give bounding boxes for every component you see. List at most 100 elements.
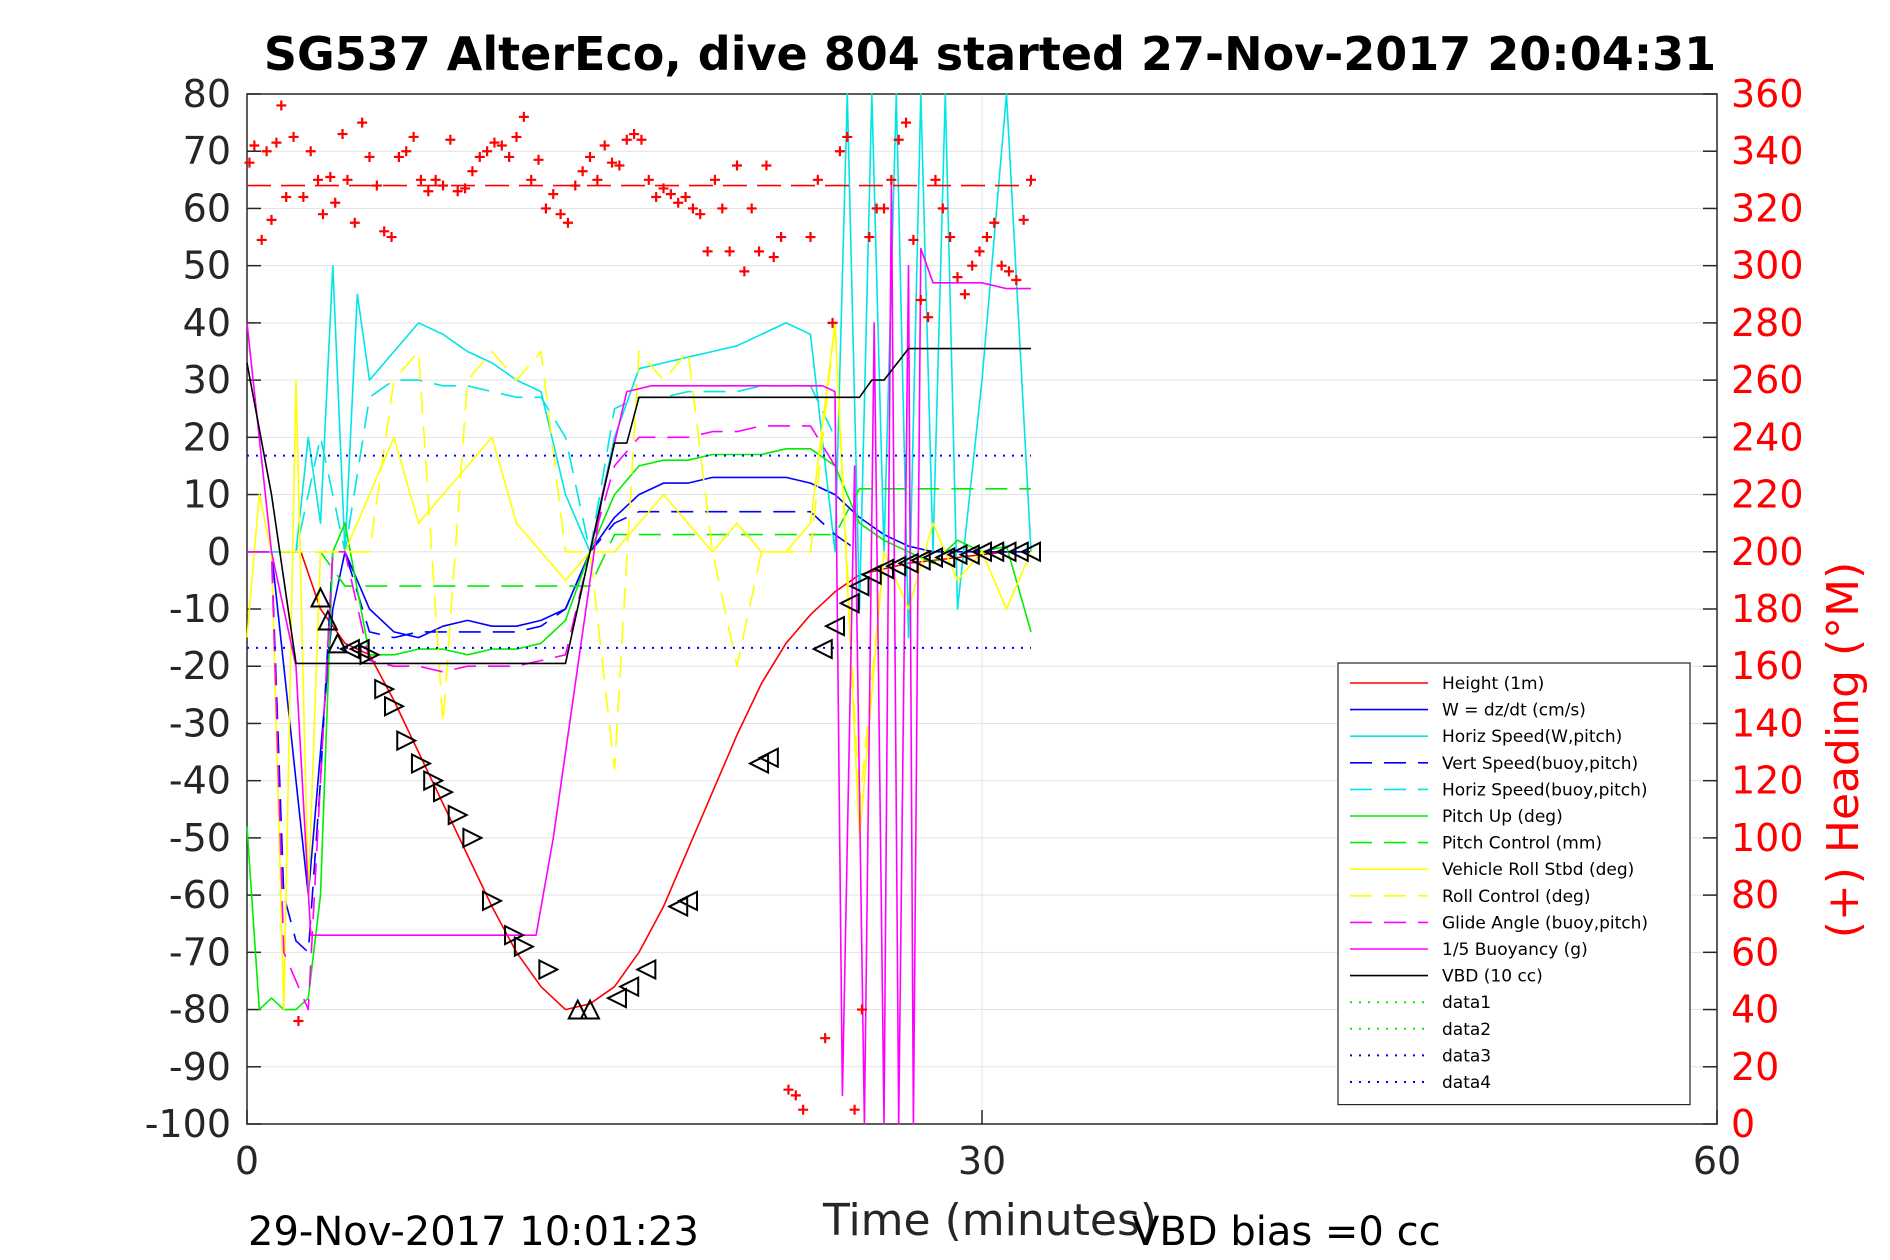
heading-point bbox=[695, 209, 706, 220]
right-tick-label: 320 bbox=[1731, 186, 1804, 230]
vehicle-marker bbox=[860, 564, 882, 586]
heading-point bbox=[996, 260, 1007, 271]
heading-point bbox=[379, 226, 390, 237]
heading-point bbox=[1003, 266, 1014, 277]
heading-point bbox=[923, 312, 934, 323]
legend-label: data1 bbox=[1442, 993, 1491, 1013]
left-tick-label: -70 bbox=[169, 930, 231, 974]
heading-point bbox=[467, 166, 478, 177]
legend: Height (1m) W = dz/dt (cm/s) Horiz Speed(W… bbox=[1337, 662, 1691, 1106]
series-line-horiz-speed-w-pitch bbox=[247, 93, 1032, 639]
heading-point bbox=[709, 174, 720, 185]
vehicle-marker bbox=[983, 541, 1005, 563]
vehicle-marker bbox=[811, 638, 833, 660]
right-tick-label: 360 bbox=[1731, 72, 1804, 116]
vehicle-marker bbox=[317, 609, 339, 631]
legend-label: data4 bbox=[1442, 1073, 1491, 1093]
heading-point bbox=[570, 180, 581, 191]
heading-point bbox=[886, 174, 897, 185]
heading-point bbox=[256, 234, 267, 245]
left-tick-label: -30 bbox=[169, 701, 231, 745]
series-line-1-5-buoyancy-g bbox=[246, 179, 1031, 1125]
left-tick-label: 40 bbox=[183, 301, 231, 345]
heading-point bbox=[879, 203, 889, 214]
series-line-height-1m bbox=[247, 550, 1031, 1011]
heading-point bbox=[298, 192, 309, 202]
heading-point bbox=[893, 134, 904, 145]
right-tick-label: 140 bbox=[1731, 701, 1804, 745]
heading-point bbox=[864, 232, 875, 243]
left-tick-label: -100 bbox=[145, 1102, 231, 1146]
heading-point bbox=[599, 140, 610, 151]
heading-point bbox=[504, 151, 515, 162]
right-tick-label: 80 bbox=[1731, 873, 1779, 917]
heading-point bbox=[244, 157, 255, 168]
heading-point bbox=[452, 186, 463, 197]
legend-label: VBD (10 cc) bbox=[1442, 967, 1543, 987]
right-tick-label: 100 bbox=[1731, 816, 1804, 860]
heading-point bbox=[952, 272, 963, 283]
vehicle-marker bbox=[410, 752, 433, 775]
heading-point bbox=[643, 174, 654, 185]
vehicle-marker bbox=[359, 644, 381, 666]
heading-point bbox=[768, 252, 779, 263]
heading-point bbox=[526, 174, 537, 185]
legend-label: Roll Control (deg) bbox=[1442, 887, 1590, 907]
vehicle-marker bbox=[567, 998, 589, 1020]
vehicle-marker bbox=[747, 752, 770, 775]
vehicle-marker bbox=[384, 695, 406, 717]
heading-point bbox=[330, 197, 341, 208]
legend-label: W = dz/dt (cm/s) bbox=[1442, 701, 1586, 721]
heading-point bbox=[518, 111, 529, 122]
vehicle-marker bbox=[995, 541, 1017, 563]
right-tick-label: 280 bbox=[1731, 301, 1804, 345]
heading-point bbox=[371, 180, 382, 191]
heading-point bbox=[827, 317, 838, 328]
vehicle-marker bbox=[1007, 541, 1029, 563]
heading-point bbox=[401, 146, 412, 157]
heading-point bbox=[555, 209, 566, 220]
vehicle-marker bbox=[848, 575, 870, 597]
heading-point bbox=[438, 180, 448, 191]
heading-point bbox=[337, 129, 348, 140]
heading-point bbox=[415, 174, 426, 185]
heading-point bbox=[614, 160, 625, 171]
heading-point bbox=[305, 146, 316, 157]
heading-point bbox=[629, 129, 640, 140]
legend-label: 1/5 Buoyancy (g) bbox=[1442, 940, 1588, 960]
heading-point bbox=[651, 192, 662, 202]
heading-point bbox=[1026, 174, 1036, 185]
heading-point bbox=[460, 183, 471, 194]
heading-point bbox=[732, 160, 742, 171]
vehicle-marker bbox=[338, 638, 360, 660]
heading-point bbox=[548, 189, 559, 200]
heading-point bbox=[673, 197, 684, 208]
heading-point bbox=[636, 134, 647, 145]
heading-point bbox=[849, 1104, 860, 1115]
heading-point bbox=[349, 217, 360, 228]
series-line-glide-angle-buoy-pitch bbox=[247, 425, 836, 1011]
left-tick-label: 20 bbox=[183, 415, 231, 459]
legend-label: Pitch Up (deg) bbox=[1442, 807, 1563, 827]
series-line-pitch-control-mm bbox=[247, 487, 1031, 587]
heading-point bbox=[776, 232, 787, 243]
heading-point bbox=[271, 137, 282, 148]
heading-point bbox=[293, 1016, 304, 1026]
heading-point bbox=[577, 166, 588, 177]
heading-point bbox=[317, 209, 328, 220]
vehicle-marker bbox=[374, 678, 396, 700]
heading-point bbox=[342, 174, 353, 185]
left-tick-label: -40 bbox=[169, 759, 231, 803]
heading-point bbox=[261, 146, 272, 157]
legend-label: Vehicle Roll Stbd (deg) bbox=[1442, 860, 1634, 880]
heading-point bbox=[783, 1084, 794, 1095]
left-tick-label: 80 bbox=[183, 72, 231, 116]
heading-point bbox=[967, 260, 978, 271]
left-tick-label: -90 bbox=[169, 1045, 231, 1089]
vehicle-marker bbox=[482, 890, 504, 912]
heading-point bbox=[364, 151, 375, 162]
heading-point bbox=[812, 174, 823, 185]
heading-point bbox=[658, 183, 669, 194]
bottom-tick-label: 0 bbox=[235, 1139, 259, 1183]
heading-point bbox=[592, 174, 603, 185]
